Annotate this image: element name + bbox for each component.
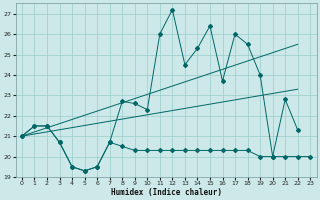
X-axis label: Humidex (Indice chaleur): Humidex (Indice chaleur)	[111, 188, 221, 197]
